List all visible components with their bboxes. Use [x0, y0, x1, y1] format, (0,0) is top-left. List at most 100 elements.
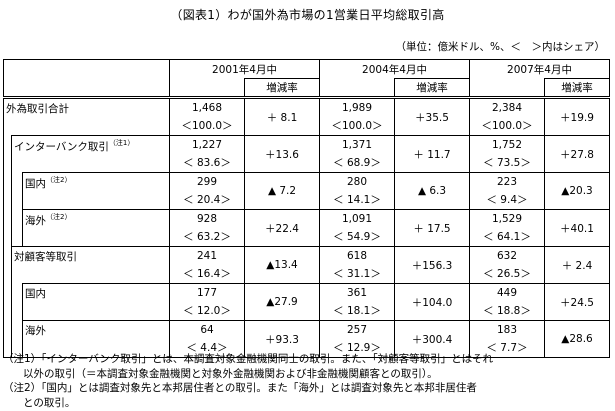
table-cell	[469, 78, 545, 99]
cell-text: ＜ 83.6＞	[183, 157, 231, 169]
table-cell: 1,989 ＜100.0＞	[319, 97, 395, 136]
cell-text: 449	[496, 287, 518, 299]
table-cell: ＋19.9	[544, 97, 610, 136]
cell-text: ＜100.0＞	[181, 120, 233, 132]
row-label: 外為取引合計	[3, 97, 170, 136]
table-cell	[319, 78, 395, 99]
table-cell: 1,371 ＜ 68.9＞	[319, 135, 395, 173]
cell-text: ＜ 12.0＞	[183, 305, 231, 317]
cell-text: ＜ 26.5＞	[483, 268, 531, 280]
table-cell: 177 ＜ 12.0＞	[169, 283, 245, 321]
cell-text: 海外	[25, 215, 46, 227]
table-cell: ＋ 2.4	[544, 246, 610, 284]
cell-text: 928	[196, 213, 218, 225]
table-cell: ＋ 8.1	[244, 97, 320, 136]
table-cell: ▲ 7.2	[244, 172, 320, 210]
cell-text: 632	[496, 250, 518, 262]
cell-text: ＜ 54.9＞	[333, 231, 381, 243]
table-cell: 2,384 ＜100.0＞	[469, 97, 545, 136]
cell-text: 257	[346, 324, 368, 336]
cell-text: 361	[346, 287, 368, 299]
unit-note: （単位：億米ドル、%、＜ ＞内はシェア）	[395, 41, 605, 53]
table-cell: 223 ＜ 9.4＞	[469, 172, 545, 210]
cell-text: 177	[196, 287, 218, 299]
table-row: 外為取引合計 1,468 ＜100.0＞ ＋ 8.1 1,989 ＜100.0＞ ＋…	[3, 97, 610, 136]
cell-text: 1,091	[341, 213, 373, 225]
table-cell: ＋27.8	[544, 135, 610, 173]
header-row-years: 2001年4月中 2004年4月中 2007年4月中	[3, 59, 610, 99]
table-cell: ▲28.6	[544, 320, 610, 358]
cell-text: 国内	[25, 178, 46, 190]
table-cell: ▲27.9	[244, 283, 320, 321]
row-label: 海外（注2）	[22, 209, 170, 247]
cell-text: （注2）	[46, 213, 72, 221]
page-title: （図表1）わが国外為市場の1営業日平均総取引高	[170, 8, 445, 22]
table-cell: 64 ＜ 4.4＞	[169, 320, 245, 358]
cell-text: ＜ 64.1＞	[483, 231, 531, 243]
table-cell: 241 ＜ 16.4＞	[169, 246, 245, 284]
cell-text: 外為取引合計	[6, 103, 69, 115]
table-cell: ▲20.3	[544, 172, 610, 210]
cell-text: 223	[496, 176, 518, 188]
footnote-1: （注1）「インターバンク取引」とは、本調査対象金融機関同士の取引。また、「対顧客…	[3, 353, 494, 365]
table-cell: 183 ＜ 7.7＞	[469, 320, 545, 358]
table-cell: ＋40.1	[544, 209, 610, 247]
table-cell	[3, 135, 12, 358]
cell-text: ＜ 18.1＞	[333, 305, 381, 317]
footnote-2: （注2）「国内」とは調査対象先と本邦居住者との取引。また「海外」とは調査対象先と…	[3, 382, 477, 394]
table-cell	[3, 59, 170, 99]
cell-text: 海外	[25, 325, 46, 337]
cell-text: ＜100.0＞	[481, 120, 533, 132]
header-2007: 2007年4月中	[469, 59, 610, 79]
table-row: 国内（注2） 299 ＜ 20.4＞ ▲ 7.2 280 ＜ 14.1＞ ▲ 6.3…	[4, 172, 610, 247]
cell-text: 183	[496, 324, 518, 336]
row-label: 海外	[22, 320, 170, 358]
table-cell: ＋22.4	[244, 209, 320, 247]
cell-text: ＜100.0＞	[331, 120, 383, 132]
cell-text: ＜ 63.2＞	[183, 231, 231, 243]
table-cell: 1,468 ＜100.0＞	[169, 97, 245, 136]
cell-text: インターバンク取引	[14, 141, 109, 153]
cell-text: ＜ 73.5＞	[483, 157, 531, 169]
row-label: 対顧客等取引	[11, 246, 170, 284]
row-label: インターバンク取引（注1）	[11, 135, 170, 173]
table-row: 国内 177 ＜ 12.0＞ ▲27.9 361 ＜ 18.1＞ ＋104.0 44…	[4, 283, 610, 358]
cell-text: ＜ 7.7＞	[486, 342, 528, 354]
cell-text: 618	[346, 250, 368, 262]
table-cell: ＋ 17.5	[394, 209, 470, 247]
cell-text: 1,989	[341, 102, 373, 114]
table-cell: 1,529 ＜ 64.1＞	[469, 209, 545, 247]
header-2001: 2001年4月中	[169, 59, 320, 79]
table-cell: 1,752 ＜ 73.5＞	[469, 135, 545, 173]
header-change-2007: 増減率	[544, 78, 610, 99]
table-cell: ＋93.3	[244, 320, 320, 358]
cell-text: 1,468	[191, 102, 223, 114]
cell-text: （注2）	[46, 176, 72, 184]
table-row: 対顧客等取引 241 ＜ 16.4＞ ▲13.4 618 ＜ 31.1＞ ＋156.…	[4, 246, 610, 284]
table-row: 海外（注2） 928 ＜ 63.2＞ ＋22.4 1,091 ＜ 54.9＞ ＋ 1…	[4, 209, 610, 247]
table-cell	[11, 283, 23, 358]
table-cell	[169, 78, 245, 99]
cell-text: ＜ 14.1＞	[333, 194, 381, 206]
cell-text: ＜ 68.9＞	[333, 157, 381, 169]
table-row: 海外 64 ＜ 4.4＞ ＋93.3 257 ＜ 12.9＞ ＋300.4 183 ＜…	[4, 320, 610, 358]
cell-text: （注1）	[108, 139, 135, 147]
footnotes: （注1）「インターバンク取引」とは、本調査対象金融機関同士の取引。また、「対顧客…	[3, 352, 611, 410]
table-cell: ＋35.5	[394, 97, 470, 136]
cell-text: 1,371	[341, 139, 373, 151]
cell-text: 299	[196, 176, 218, 188]
table-cell: 618 ＜ 31.1＞	[319, 246, 395, 284]
footnote-1-cont: 以外の取引（＝本調査対象金融機関と対象外金融機関および非金融機関顧客との取引）。	[23, 367, 438, 380]
row-label: 国内（注2）	[22, 172, 170, 210]
cell-text: ＜ 12.9＞	[333, 342, 381, 354]
table-cell: ＋300.4	[394, 320, 470, 358]
cell-text: 1,752	[491, 139, 523, 151]
table-cell: 280 ＜ 14.1＞	[319, 172, 395, 210]
cell-text: ＜ 31.1＞	[333, 268, 381, 280]
table-cell: 257 ＜ 12.9＞	[319, 320, 395, 358]
cell-text: 241	[196, 250, 218, 262]
table-cell: ＋24.5	[544, 283, 610, 321]
table-cell: 449 ＜ 18.8＞	[469, 283, 545, 321]
header-change-2001: 増減率	[244, 78, 320, 99]
table-cell: 632 ＜ 26.5＞	[469, 246, 545, 284]
